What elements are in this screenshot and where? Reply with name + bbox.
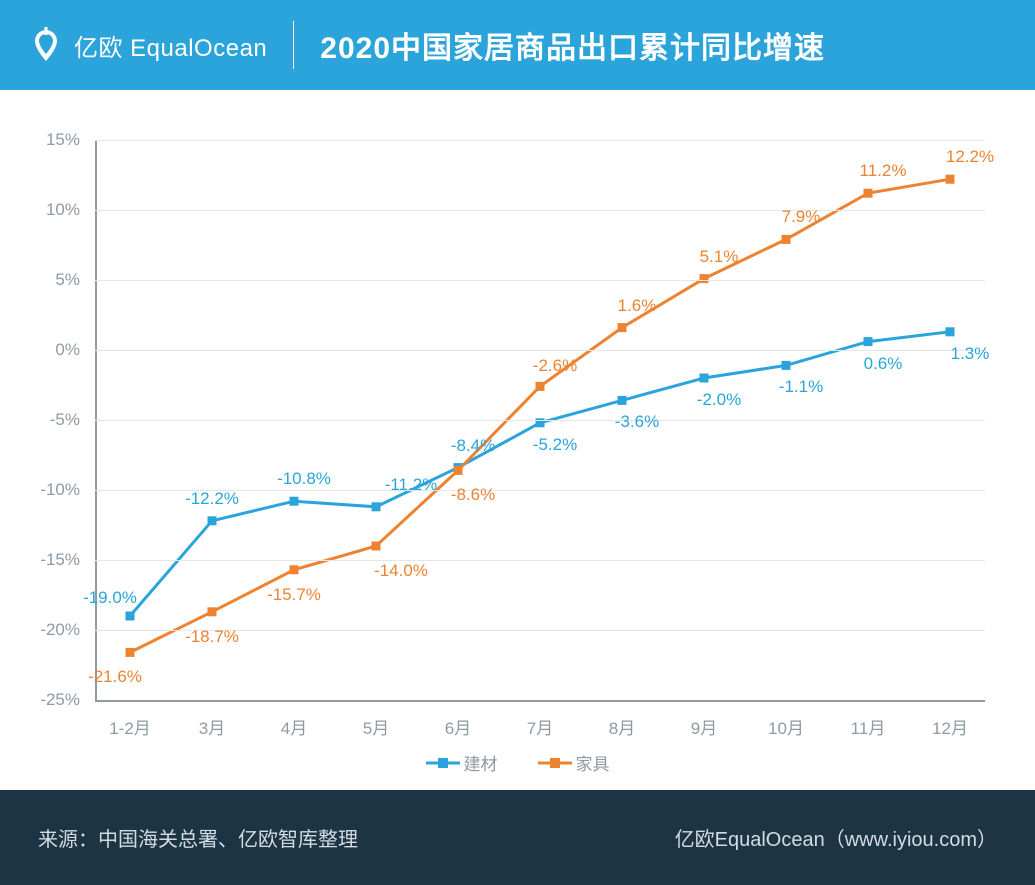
gridline xyxy=(95,350,985,351)
xtick-label: 5月 xyxy=(363,714,389,739)
brand-text: 亿欧EqualOcean（www.iyiou.com） xyxy=(675,823,997,852)
series-marker xyxy=(126,648,135,657)
series-marker xyxy=(290,565,299,574)
xtick-label: 1-2月 xyxy=(109,714,151,739)
gridline xyxy=(95,700,985,702)
series-marker xyxy=(864,337,873,346)
xtick-label: 10月 xyxy=(768,714,804,739)
series-marker xyxy=(372,542,381,551)
data-label: -2.0% xyxy=(697,390,741,410)
data-label: -12.2% xyxy=(185,489,239,509)
data-label: -15.7% xyxy=(267,585,321,605)
gridline xyxy=(95,210,985,211)
ytick-label: 5% xyxy=(0,270,80,290)
series-marker xyxy=(782,361,791,370)
ytick-label: -15% xyxy=(0,550,80,570)
series-marker xyxy=(618,396,627,405)
xtick-label: 7月 xyxy=(527,714,553,739)
chart-area: -25% -20% -15% -10% -5% 0% 5% 10% 15% -19.0% -12.… xyxy=(0,90,1035,790)
ytick-label: 15% xyxy=(0,130,80,150)
data-label: -14.0% xyxy=(374,561,428,581)
series-marker xyxy=(372,502,381,511)
data-label: 7.9% xyxy=(782,207,821,227)
footer-bar: 来源：中国海关总署、亿欧智库整理 亿欧EqualOcean（www.iyiou.… xyxy=(0,790,1035,885)
header-divider xyxy=(293,21,294,69)
legend-item: 家具 xyxy=(538,750,610,775)
ytick-label: -10% xyxy=(0,480,80,500)
series-line xyxy=(130,179,950,652)
data-label: 5.1% xyxy=(700,247,739,267)
ytick-label: 0% xyxy=(0,340,80,360)
series-marker xyxy=(946,327,955,336)
legend: 建材 家具 xyxy=(0,750,1035,775)
series-marker xyxy=(864,189,873,198)
legend-label: 家具 xyxy=(576,750,610,775)
xtick-label: 8月 xyxy=(609,714,635,739)
series-marker xyxy=(536,382,545,391)
series-marker xyxy=(700,374,709,383)
series-marker xyxy=(454,466,463,475)
gridline xyxy=(95,420,985,421)
equalocean-logo-icon xyxy=(28,27,64,63)
series-marker xyxy=(700,274,709,283)
gridline xyxy=(95,280,985,281)
ytick-label: -5% xyxy=(0,410,80,430)
data-label: 1.6% xyxy=(618,296,657,316)
legend-label: 建材 xyxy=(464,750,498,775)
data-label: -11.2% xyxy=(385,475,438,495)
series-marker xyxy=(208,607,217,616)
data-label: -21.6% xyxy=(88,667,142,687)
xtick-label: 4月 xyxy=(281,714,307,739)
data-label: -8.4% xyxy=(451,436,495,456)
data-label: 0.6% xyxy=(864,354,903,374)
xtick-label: 3月 xyxy=(199,714,225,739)
xtick-label: 12月 xyxy=(932,714,968,739)
logo-group: 亿欧 EqualOcean xyxy=(28,27,267,63)
series-marker xyxy=(782,235,791,244)
plot-region: -19.0%-12.2%-10.8%-11.2%-8.4%-5.2%-3.6%-… xyxy=(95,140,985,700)
data-label: 11.2% xyxy=(860,161,907,181)
gridline xyxy=(95,560,985,561)
data-label: -3.6% xyxy=(615,412,659,432)
data-label: 12.2% xyxy=(946,147,994,167)
legend-item: 建材 xyxy=(426,750,498,775)
xtick-label: 11月 xyxy=(851,714,886,739)
series-marker xyxy=(208,516,217,525)
series-marker xyxy=(618,323,627,332)
xtick-label: 9月 xyxy=(691,714,717,739)
data-label: -18.7% xyxy=(185,627,239,647)
data-label: -5.2% xyxy=(533,435,577,455)
ytick-label: -25% xyxy=(0,690,80,710)
data-label: -19.0% xyxy=(83,588,137,608)
logo-text: 亿欧 EqualOcean xyxy=(74,28,267,63)
series-marker xyxy=(946,175,955,184)
ytick-label: -20% xyxy=(0,620,80,640)
data-label: -10.8% xyxy=(277,469,331,489)
chart-title: 2020中国家居商品出口累计同比增速 xyxy=(320,23,825,67)
data-label: -1.1% xyxy=(779,377,823,397)
header-bar: 亿欧 EqualOcean 2020中国家居商品出口累计同比增速 xyxy=(0,0,1035,90)
ytick-label: 10% xyxy=(0,200,80,220)
legend-swatch xyxy=(426,757,460,769)
gridline xyxy=(95,140,985,141)
data-label: -8.6% xyxy=(451,485,495,505)
legend-swatch xyxy=(538,757,572,769)
source-text: 来源：中国海关总署、亿欧智库整理 xyxy=(38,823,358,852)
series-marker xyxy=(290,497,299,506)
xtick-label: 6月 xyxy=(445,714,471,739)
series-marker xyxy=(126,612,135,621)
data-label: 1.3% xyxy=(951,344,990,364)
data-label: -2.6% xyxy=(533,356,577,376)
